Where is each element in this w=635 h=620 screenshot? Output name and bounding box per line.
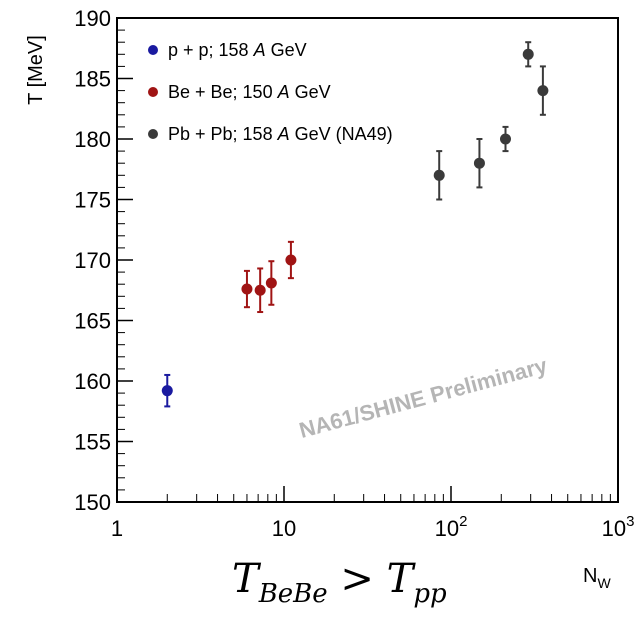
legend-entry-part: Be + Be; 150	[168, 82, 278, 102]
legend-entry: p + p; 158 A GeV	[168, 40, 307, 60]
legend-entry-part: GeV	[290, 82, 331, 102]
y-tick-label: 185	[74, 67, 111, 92]
legend-entry-part: A	[277, 124, 290, 144]
y-tick-label: 180	[74, 127, 111, 152]
data-points-layer	[161, 41, 549, 408]
legend-entry-part: A	[277, 82, 290, 102]
equation-annotation: TBeBe > Tpp	[232, 556, 447, 609]
x-tick-label-base: 10	[435, 516, 459, 541]
x-tick-label: 102	[435, 513, 468, 541]
data-point	[473, 157, 485, 169]
data-point	[285, 254, 297, 266]
data-point	[499, 133, 511, 145]
legend-entry-part: Pb + Pb; 158	[168, 124, 278, 144]
x-tick-label-base: 10	[272, 516, 296, 541]
equation-lhs: T	[232, 556, 262, 602]
data-point	[161, 385, 173, 397]
data-point	[522, 48, 534, 60]
axis-ticks	[116, 17, 619, 503]
x-axis-title: NW	[583, 565, 611, 591]
y-axis-title: T [MeV]	[25, 35, 47, 105]
x-tick-label: 10	[272, 516, 296, 541]
preliminary-watermark: NA61/SHINE Preliminary	[296, 352, 550, 442]
x-tick-label: 1	[111, 516, 123, 541]
data-point	[265, 277, 277, 289]
data-point	[537, 85, 549, 97]
legend-marker	[148, 87, 158, 97]
x-tick-label-base: 1	[111, 516, 123, 541]
y-tick-label: 160	[74, 369, 111, 394]
data-point	[254, 284, 266, 296]
legend-entry-part: p + p; 158	[168, 40, 254, 60]
x-axis-title-main: N	[583, 565, 597, 587]
data-point	[241, 283, 253, 295]
legend-entry-part: A	[253, 40, 266, 60]
equation-lhs-sub: BeBe	[258, 579, 328, 609]
legend-marker	[148, 45, 158, 55]
equation-operator: >	[328, 556, 387, 602]
x-tick-label-exponent: 3	[626, 513, 634, 530]
legend-entry-part: GeV (NA49)	[290, 124, 393, 144]
legend-entry: Be + Be; 150 A GeV	[168, 82, 331, 102]
y-tick-label: 175	[74, 188, 111, 213]
x-tick-label-exponent: 2	[459, 513, 467, 530]
y-tick-label: 190	[74, 6, 111, 31]
y-tick-label: 165	[74, 309, 111, 334]
equation-rhs: T	[387, 556, 417, 602]
y-tick-label: 150	[74, 490, 111, 515]
y-tick-label: 170	[74, 248, 111, 273]
legend-marker	[148, 129, 158, 139]
equation-rhs-sub: pp	[413, 579, 447, 609]
legend-entry-part: GeV	[266, 40, 307, 60]
data-point	[433, 169, 445, 181]
legend-entry: Pb + Pb; 158 A GeV (NA49)	[168, 124, 393, 144]
x-tick-label-base: 10	[602, 516, 626, 541]
x-axis-title-sub: W	[597, 575, 611, 591]
x-tick-label: 103	[602, 513, 635, 541]
y-tick-label: 155	[74, 430, 111, 455]
